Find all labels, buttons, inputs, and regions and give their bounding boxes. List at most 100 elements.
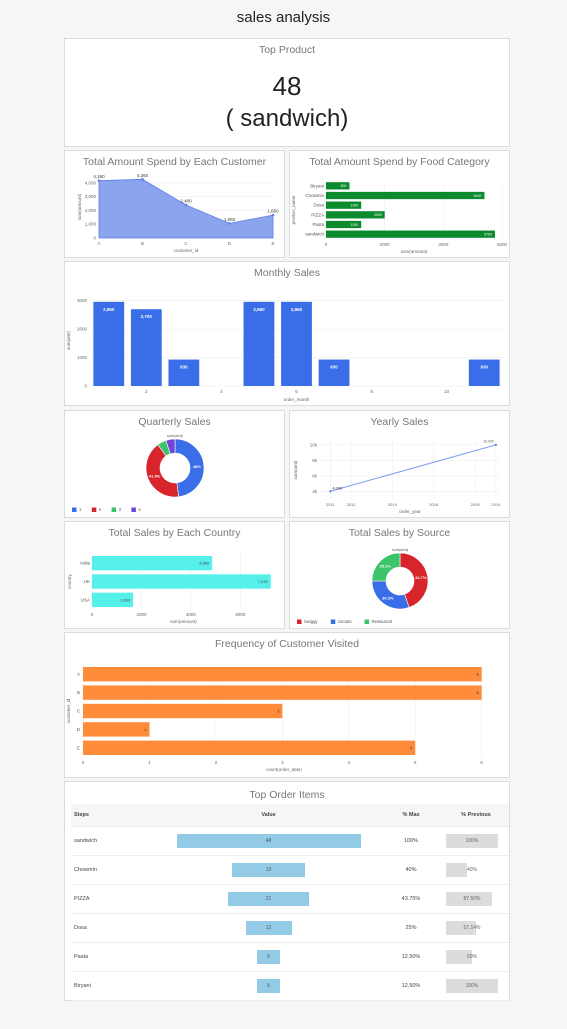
x-tick-label: 2016: [429, 502, 439, 507]
value-cell: 21: [161, 885, 376, 913]
value-label: 21: [265, 896, 272, 902]
legend-swatch: [72, 507, 77, 512]
y-tick-label: UK: [84, 579, 90, 584]
y-tick-label: 0: [93, 236, 96, 241]
data-label: 800: [341, 184, 347, 188]
y-axis-label: sum(amount): [77, 193, 82, 220]
food-category-title: Total Amount Spend by Food Category: [309, 156, 490, 168]
legend-label: zomato: [338, 619, 352, 624]
y-tick-label: Chowmin: [305, 193, 324, 198]
pct-previous-cell: 87.50%: [446, 885, 506, 913]
customer-visits-panel: Frequency of Customer Visited 0 1 2 3 4 5 6 A 6 B…: [64, 632, 510, 778]
data-label: 930: [180, 365, 188, 370]
data-label: 5760: [484, 233, 492, 237]
col-pct-previous: % Previous: [461, 812, 491, 818]
bar: [326, 230, 495, 238]
x-tick-label: 2012: [347, 502, 357, 507]
monthly-sales-panel: Monthly Sales 0 1000 2000 3000 2,960 2,700 930…: [64, 261, 510, 406]
pct-previous-bar: [446, 834, 498, 848]
pct-max: 100%: [403, 838, 419, 844]
data-label: 930: [330, 365, 338, 370]
top-product-panel: Top Product 48 ( sandwich): [64, 38, 510, 147]
y-axis-label: country: [67, 573, 72, 589]
customer-visits-chart: 0 1 2 3 4 5 6 A 6 B 6 C 3 D 1 E 5 count(order_date) custom…: [66, 665, 483, 772]
pct-previous-cell: 100%: [446, 972, 506, 1000]
data-label: 41.9%: [149, 474, 161, 479]
country-sales-panel: Total Sales by Each Country 0 2000 4000 600…: [64, 521, 285, 629]
step-name: Biryani: [74, 983, 91, 989]
bar: [83, 703, 283, 719]
country-sales-title: Total Sales by Each Country: [108, 527, 241, 539]
y-tick-label: 6k: [312, 473, 318, 478]
y-tick-label: PIZZA: [311, 212, 324, 217]
value-label: 12: [265, 925, 272, 931]
legend-label: 2: [99, 507, 102, 512]
x-tick-label: 3: [281, 760, 284, 765]
value-bar: [232, 863, 305, 877]
value-cell: 19: [161, 856, 376, 884]
data-label: 7,230: [258, 579, 269, 584]
data-point: [271, 213, 275, 217]
pct-previous-bar: [446, 979, 498, 993]
x-tick-label: 2019: [491, 502, 501, 507]
x-tick-label: 4000: [438, 242, 449, 247]
x-tick-label: 2000: [136, 612, 147, 617]
value-label: 6: [267, 954, 270, 960]
bar: [92, 592, 134, 607]
y-axis-label: customer_id: [66, 698, 71, 723]
legend-swatch: [111, 507, 117, 512]
data-label: 1200: [350, 204, 358, 208]
data-label: 4,860: [199, 561, 210, 566]
bar: [281, 301, 312, 386]
y-tick-label: A: [77, 672, 80, 677]
y-axis-label: sum(amt): [293, 460, 298, 480]
quarterly-sales-panel: Quarterly Sales 48% 41.9% sum(amt) 1 2 3 4: [64, 410, 285, 518]
y-tick-label: 1000: [77, 355, 88, 360]
x-tick-label: B: [141, 241, 144, 246]
legend-swatch: [330, 619, 336, 624]
pie-slice: [399, 552, 429, 608]
data-label: 5: [410, 745, 413, 750]
table-row: Dosa 12 25% 57.14%: [71, 914, 509, 943]
data-label: 1,660: [120, 597, 131, 602]
pct-previous-cell: 57.14%: [446, 914, 506, 942]
data-point: [228, 222, 231, 225]
data-label: 1,060: [224, 217, 236, 222]
pie-slice: [371, 552, 401, 582]
col-pct-max: % Max: [402, 812, 420, 818]
customer-visits-title: Frequency of Customer Visited: [215, 638, 359, 650]
x-tick-label: 6000: [235, 612, 246, 617]
value-label: 6: [267, 983, 270, 989]
bar: [326, 220, 362, 229]
bar: [93, 301, 125, 386]
table-row: sandwich 48 100% 100%: [71, 827, 509, 856]
customer-spend-title: Total Amount Spend by Each Customer: [82, 156, 267, 168]
data-point: [329, 490, 332, 493]
step-name: sandwich: [74, 838, 97, 844]
legend-swatch: [131, 507, 136, 512]
x-tick-label: 4: [220, 389, 223, 394]
data-point: [184, 203, 188, 207]
pct-previous-label: 40%: [466, 867, 477, 873]
x-tick-label: 0: [91, 612, 94, 617]
top-product-value: 48: [272, 71, 302, 101]
top-product-name: ( sandwich): [225, 105, 349, 132]
x-tick-label: 2: [145, 389, 148, 394]
data-label: 2,960: [103, 307, 115, 312]
y-axis-label: product_name: [291, 195, 296, 224]
y-tick-label: India: [80, 561, 90, 566]
x-axis-label: sum(amount): [401, 249, 428, 254]
table-header-row: Steps Value % Max % Previous: [71, 804, 509, 827]
pct-previous-bar: [446, 921, 476, 935]
y-tick-label: E: [77, 745, 80, 750]
pct-max: 12.50%: [401, 983, 421, 989]
chart-subtitle: sum(amt): [167, 434, 184, 438]
data-label: 1: [144, 727, 147, 732]
x-tick-label: 1: [148, 760, 151, 765]
bar: [318, 359, 350, 386]
value-cell: 12: [161, 914, 376, 942]
page-title: sales analysis: [236, 9, 331, 26]
area-series: [98, 178, 274, 239]
table-row: Chowmin 19 40% 40%: [71, 856, 509, 885]
y-tick-label: Biryani: [310, 183, 324, 188]
